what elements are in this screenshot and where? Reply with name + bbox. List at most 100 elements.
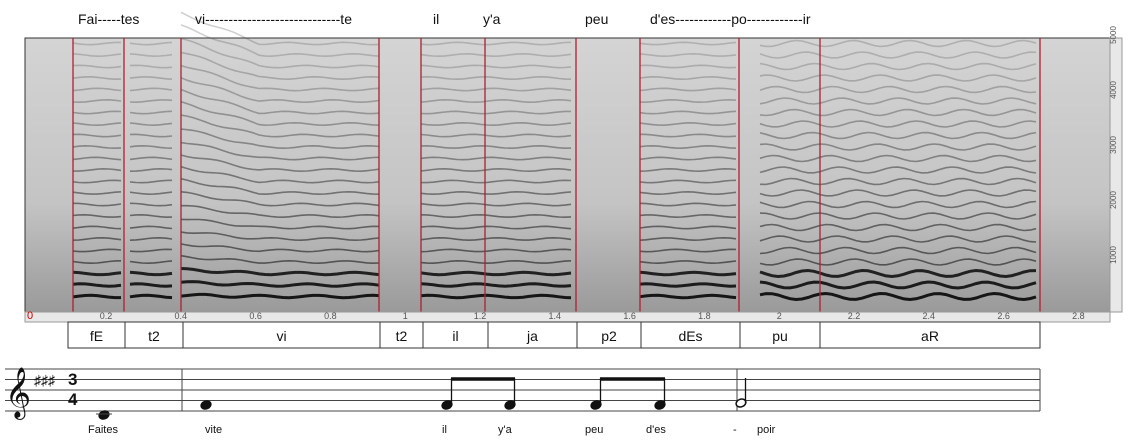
phoneme: aR: [921, 328, 939, 344]
score-lyric: y'a: [498, 424, 513, 436]
harmonic: [639, 98, 737, 104]
top-lyric: il: [433, 11, 439, 27]
harmonic: [180, 64, 380, 92]
harmonic: [759, 189, 1037, 197]
harmonic: [180, 292, 380, 300]
harmonic: [759, 223, 1037, 232]
time-tick: 1.4: [549, 311, 562, 321]
harmonic: [759, 120, 1037, 128]
harmonic: [72, 110, 122, 115]
harmonic: [420, 259, 572, 265]
harmonic: [72, 260, 122, 265]
harmonic: [181, 204, 380, 219]
harmonic: [72, 213, 122, 218]
harmonic: [420, 190, 572, 196]
harmonic: [639, 144, 737, 150]
score-lyric: Faites: [88, 424, 118, 436]
harmonic: [421, 179, 572, 184]
harmonic: [420, 98, 572, 104]
harmonic: [180, 177, 380, 196]
harmonic: [72, 282, 122, 288]
harmonic: [129, 248, 173, 253]
top-lyric: vi-----------------------------te: [195, 11, 352, 27]
time-tick: 0.2: [100, 311, 113, 321]
harmonic: [759, 154, 1037, 163]
harmonic: [180, 24, 380, 58]
harmonic: [72, 270, 122, 277]
harmonic: [72, 98, 122, 104]
harmonic: [759, 143, 1037, 151]
harmonic: [180, 254, 380, 265]
harmonic: [420, 225, 572, 230]
harmonic: [759, 51, 1037, 59]
harmonic: [180, 267, 380, 277]
time-tick: 0.4: [175, 311, 188, 321]
phoneme: fE: [90, 328, 103, 344]
time-sig-bottom: 4: [68, 390, 78, 409]
score-lyric: il: [442, 424, 447, 436]
freq-tick: 3000: [1109, 136, 1118, 154]
harmonic: [72, 179, 122, 184]
harmonic: [72, 53, 122, 58]
harmonic: [420, 144, 572, 150]
harmonic: [180, 128, 380, 150]
harmonic: [180, 11, 380, 46]
harmonic: [129, 133, 173, 138]
harmonic: [759, 74, 1037, 82]
time-tick: 2.2: [848, 311, 861, 321]
harmonic: [129, 167, 173, 172]
harmonic: [129, 99, 173, 104]
harmonic: [180, 154, 380, 173]
harmonic: [129, 122, 173, 127]
note-head: [98, 410, 110, 420]
harmonic: [180, 231, 380, 242]
top-lyric: peu: [585, 11, 608, 27]
harmonic: [72, 87, 122, 92]
segment-boundaries: [72, 38, 1041, 312]
harmonic: [180, 280, 380, 288]
time-tick: 2.6: [997, 311, 1010, 321]
phoneme: dEs: [678, 328, 702, 344]
harmonic: [420, 133, 572, 138]
harmonic: [420, 156, 572, 161]
harmonic: [759, 246, 1037, 255]
harmonic: [180, 114, 380, 138]
harmonic: [639, 236, 737, 242]
harmonic: [129, 76, 173, 80]
harmonic: [129, 213, 173, 219]
time-origin: 0: [27, 310, 33, 322]
harmonic: [639, 293, 737, 300]
harmonic: [759, 280, 1037, 290]
harmonic: [129, 64, 173, 69]
harmonic: [129, 202, 173, 207]
harmonic: [420, 52, 572, 58]
top-lyric: y'a: [483, 11, 501, 27]
phoneme: t2: [396, 328, 408, 344]
harmonic: [639, 202, 737, 207]
note-head: [200, 400, 212, 410]
phoneme: il: [452, 328, 458, 344]
harmonic: [420, 293, 572, 300]
score-lyric: -: [733, 424, 737, 436]
harmonic: [180, 141, 380, 161]
time-tick: 1.2: [474, 311, 487, 321]
phoneme: pu: [772, 328, 788, 344]
phoneme: p2: [601, 328, 617, 344]
harmonic: [759, 62, 1037, 71]
harmonic: [420, 87, 572, 92]
harmonic: [639, 41, 737, 46]
phoneme: ja: [526, 328, 538, 344]
time-tick: 1: [403, 311, 408, 321]
harmonic: [180, 88, 380, 115]
harmonic: [759, 258, 1037, 266]
harmonic: [180, 51, 380, 81]
harmonic: [73, 167, 122, 172]
harmonic: [129, 144, 173, 149]
time-tick: 2.8: [1072, 311, 1085, 321]
harmonic: [420, 167, 572, 173]
harmonic: [639, 270, 737, 277]
harmonic: [129, 260, 173, 265]
harmonic: [129, 191, 173, 196]
harmonic: [420, 64, 572, 69]
phoneme: vi: [276, 328, 286, 344]
